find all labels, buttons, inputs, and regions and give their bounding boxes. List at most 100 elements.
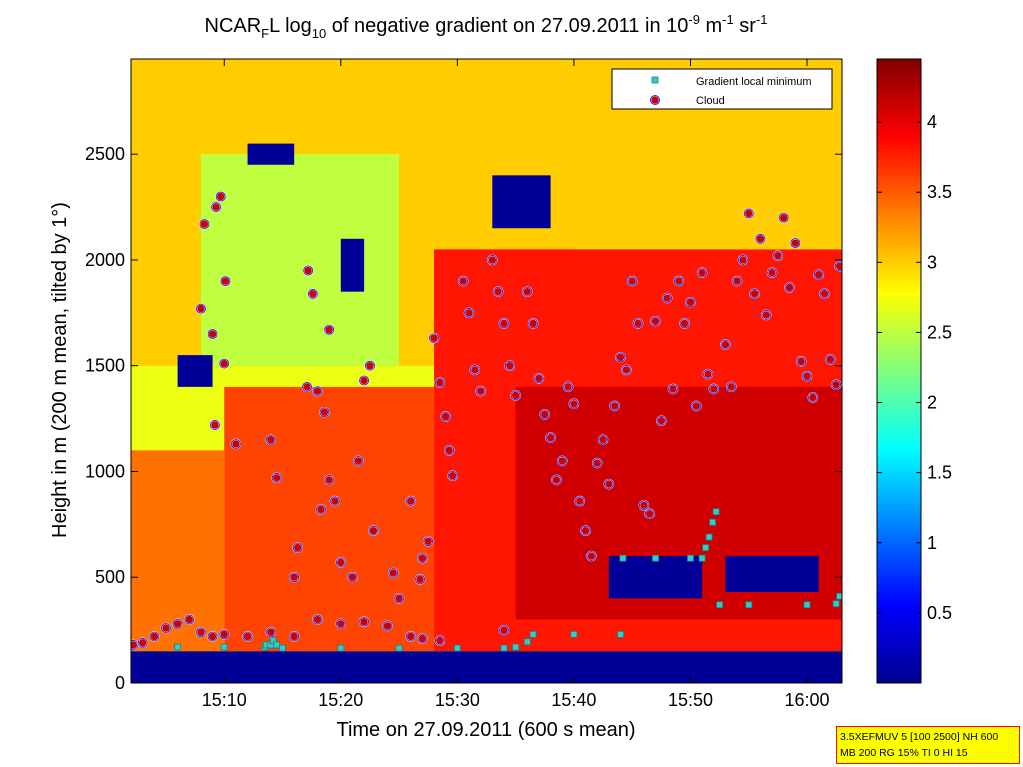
info-line-1: 3.5XEFMUV 5 [100 2500] NH 600 xyxy=(840,731,999,743)
cloud-point-7 xyxy=(207,631,218,642)
cloud-point-55 xyxy=(434,377,446,388)
cloud-point-80 xyxy=(591,457,603,469)
gradient-minimum-point-10 xyxy=(395,644,403,652)
cloud-point-110 xyxy=(772,250,784,262)
cloud-point-44 xyxy=(358,375,370,386)
cloud-point-112 xyxy=(784,282,795,293)
heatmap-region-11 xyxy=(247,143,295,165)
colorbar-axis: 0.5 1 1.5 2 2.5 3 3.5 4 xyxy=(877,112,952,623)
cloud-point-100 xyxy=(708,383,720,395)
cloud-point-38 xyxy=(323,324,335,336)
cloud-point-5 xyxy=(183,614,195,625)
cloud-point-65 xyxy=(498,318,510,329)
cloud-point-50 xyxy=(405,495,417,507)
cloud-point-121 xyxy=(834,260,842,272)
cloud-point-34 xyxy=(307,288,319,300)
cloud-point-40 xyxy=(315,504,327,515)
heatmap-region-13 xyxy=(340,238,365,292)
cloud-point-24 xyxy=(195,303,207,314)
x-tick-label-2: 15:30 xyxy=(435,690,480,710)
gradient-minimum-point-6 xyxy=(269,637,277,645)
cloud-point-1 xyxy=(137,637,148,649)
cloud-point-46 xyxy=(352,455,364,467)
cloud-point-119 xyxy=(825,354,836,365)
cloud-point-11 xyxy=(288,631,300,642)
heatmap-region-9 xyxy=(608,556,703,599)
cloud-point-78 xyxy=(580,525,591,537)
y-axis: 0 500 1000 1500 2000 2500 xyxy=(85,144,842,693)
cloud-point-74 xyxy=(556,455,568,467)
cloud-point-49 xyxy=(393,593,405,604)
cloud-point-6 xyxy=(195,626,207,638)
cloud-point-95 xyxy=(679,318,690,329)
gradient-minimum-point-12 xyxy=(500,644,508,652)
cloud-point-27 xyxy=(209,419,221,431)
gradient-minimum-point-2 xyxy=(220,643,228,651)
gradient-minimum-point-8 xyxy=(279,644,286,652)
cloud-point-90 xyxy=(650,315,661,327)
cloud-point-20 xyxy=(199,218,210,230)
colorbar-gradient xyxy=(876,58,922,684)
gradient-minimum-point-26 xyxy=(716,601,724,609)
heatmap-region-12 xyxy=(492,175,551,229)
heatmap-region-8 xyxy=(131,651,842,683)
cloud-point-82 xyxy=(603,478,615,490)
cloud-point-23 xyxy=(220,275,231,287)
cloud-point-10 xyxy=(265,626,277,638)
colorbar-tick-label-2: 1.5 xyxy=(927,463,952,483)
cloud-point-15 xyxy=(382,620,393,632)
cloud-point-2 xyxy=(149,631,160,642)
cloud-point-63 xyxy=(487,254,498,266)
y-tick-label-4: 2000 xyxy=(85,250,125,270)
plot-frame xyxy=(130,58,843,684)
cloud-point-120 xyxy=(830,379,842,391)
x-tick-label-4: 15:50 xyxy=(668,690,713,710)
cloud-point-60 xyxy=(463,307,475,319)
x-tick-label-5: 16:00 xyxy=(785,690,830,710)
cloud-point-94 xyxy=(673,275,685,287)
legend-label-cloud: Cloud xyxy=(696,95,725,107)
cloud-point-13 xyxy=(335,618,347,630)
cloud-point-93 xyxy=(667,383,679,395)
cloud-point-105 xyxy=(743,208,755,219)
cloud-point-108 xyxy=(760,309,772,321)
cloud-point-53 xyxy=(414,574,426,585)
cloud-point-86 xyxy=(626,275,638,287)
cloud-point-4 xyxy=(172,618,183,630)
cloud-point-61 xyxy=(469,364,481,376)
x-tick-label-3: 15:40 xyxy=(551,690,596,710)
gradient-minimum-point-20 xyxy=(687,554,694,562)
cloud-point-3 xyxy=(160,622,172,634)
cloud-point-97 xyxy=(691,400,702,412)
cloud-point-57 xyxy=(443,445,455,456)
gradient-minimum-point-28 xyxy=(803,601,811,609)
x-axis-title: Time on 27.09.2011 (600 s mean) xyxy=(336,719,635,741)
cloud-point-69 xyxy=(527,318,539,329)
cloud-point-29 xyxy=(265,434,277,446)
cloud-point-70 xyxy=(533,373,545,384)
gradient-minimum-point-19 xyxy=(652,554,659,562)
cloud-point-31 xyxy=(292,542,303,553)
legend-box xyxy=(611,68,833,110)
cloud-point-33 xyxy=(302,265,314,276)
cloud-point-85 xyxy=(621,364,632,376)
cloud-point-81 xyxy=(597,434,609,446)
y-tick-label-0: 0 xyxy=(115,673,125,693)
colorbar-tick-label-0: 0.5 xyxy=(927,603,952,623)
x-tick-label-1: 15:20 xyxy=(318,690,363,710)
gradient-minimum-point-11 xyxy=(453,644,461,652)
cloud-point-79 xyxy=(586,550,597,562)
gradient-minimum-point-17 xyxy=(617,630,624,638)
gradient-minimum-point-18 xyxy=(619,554,627,562)
colorbar-tick-label-7: 4 xyxy=(927,112,937,132)
cloud-point-67 xyxy=(510,390,521,401)
gradient-minimum-point-25 xyxy=(712,508,720,516)
cloud-point-18 xyxy=(434,635,446,646)
cloud-point-39 xyxy=(323,474,335,486)
cloud-point-51 xyxy=(417,552,428,564)
colorbar-tick-label-4: 2.5 xyxy=(927,322,952,342)
legend-marker-cloud-edge xyxy=(650,95,660,105)
cloud-point-76 xyxy=(568,398,580,410)
gradient-minimum-point-23 xyxy=(705,533,713,541)
heatmap-field xyxy=(131,59,842,683)
